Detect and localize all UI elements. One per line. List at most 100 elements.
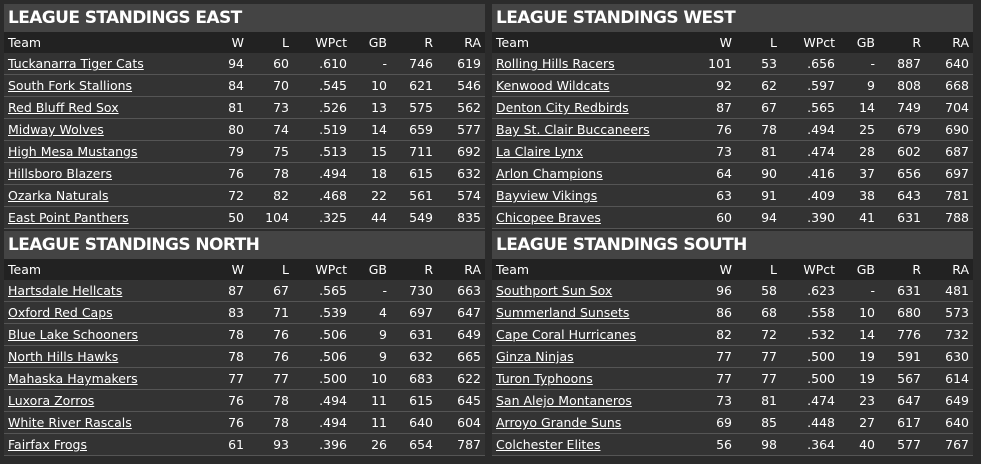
team-link[interactable]: La Claire Lynx	[496, 144, 583, 159]
team-link[interactable]: Rolling Hills Racers	[496, 56, 615, 71]
standings-panel-north: LEAGUE STANDINGS NORTH Team W L WPct GB R RA Har…	[4, 231, 485, 456]
team-link[interactable]: Arlon Champions	[496, 166, 603, 181]
cell-runs: 680	[879, 301, 925, 324]
column-header-runs-allowed: RA	[437, 259, 485, 280]
panel-title: LEAGUE STANDINGS WEST	[492, 4, 973, 32]
table-row: Rolling Hills Racers 101 53.656-887 640	[492, 53, 973, 75]
cell-runs: 577	[879, 433, 925, 456]
team-link[interactable]: Chicopee Braves	[496, 210, 601, 225]
table-row: Colchester Elites 56 98.364 40 577 767	[492, 433, 973, 456]
standings-panel-west: LEAGUE STANDINGS WEST Team W L WPct GB R RA Roll…	[492, 4, 973, 229]
team-link[interactable]: East Point Panthers	[8, 210, 129, 225]
cell-runs-allowed: 767	[925, 433, 973, 456]
team-link[interactable]: Denton City Redbirds	[496, 100, 629, 115]
table-row: Ginza Ninjas 77 77.500 19 591 630	[492, 345, 973, 368]
table-row: North Hills Hawks 78 76.506 9 632 665	[4, 345, 485, 368]
cell-wins: 83	[206, 301, 248, 324]
cell-games-back: 28	[839, 140, 879, 163]
cell-runs-allowed: 665	[437, 345, 485, 368]
team-link[interactable]: Tuckanarra Tiger Cats	[8, 56, 144, 71]
table-row: White River Rascals 76 78.494 11 640 604	[4, 411, 485, 434]
table-row: Blue Lake Schooners 78 76.506 9 631 649	[4, 323, 485, 346]
column-header-games-back: GB	[351, 259, 391, 280]
team-link[interactable]: Cape Coral Hurricanes	[496, 327, 637, 342]
team-link[interactable]: Midway Wolves	[8, 122, 104, 137]
table-row: Red Bluff Red Sox 81 73.526 13 575 562	[4, 96, 485, 119]
cell-win-pct: .519	[293, 118, 351, 141]
cell-runs: 631	[879, 280, 925, 302]
cell-team: Tuckanarra Tiger Cats	[4, 53, 206, 75]
team-link[interactable]: Bayview Vikings	[496, 188, 598, 203]
cell-losses: 90	[736, 162, 781, 185]
team-link[interactable]: South Fork Stallions	[8, 78, 133, 93]
cell-win-pct: .396	[293, 433, 351, 456]
team-link[interactable]: Summerland Sunsets	[496, 305, 630, 320]
column-header-losses: L	[248, 32, 293, 53]
cell-games-back: 11	[351, 389, 391, 412]
table-row: Bay St. Clair Buccaneers 76 78.494 25 679 690	[492, 118, 973, 141]
cell-losses: 75	[248, 140, 293, 163]
column-header-runs-allowed: RA	[925, 259, 973, 280]
cell-win-pct: .494	[293, 411, 351, 434]
team-link[interactable]: Ginza Ninjas	[496, 349, 574, 364]
team-link[interactable]: Arroyo Grande Suns	[496, 415, 622, 430]
column-header-team: Team	[4, 259, 206, 280]
cell-team: Chicopee Braves	[492, 206, 694, 229]
team-link[interactable]: Red Bluff Red Sox	[8, 100, 119, 115]
cell-wins: 78	[206, 323, 248, 346]
column-header-win-pct: WPct	[781, 259, 839, 280]
table-row: East Point Panthers 50 104.325 44 549 835	[4, 206, 485, 229]
team-link[interactable]: North Hills Hawks	[8, 349, 119, 364]
cell-win-pct: .494	[293, 162, 351, 185]
team-link[interactable]: High Mesa Mustangs	[8, 144, 138, 159]
cell-wins: 77	[694, 345, 736, 368]
cell-win-pct: .506	[293, 323, 351, 346]
header-row: Team W L WPct GB R RA	[492, 32, 973, 53]
cell-runs: 730	[391, 280, 437, 302]
team-link[interactable]: Mahaska Haymakers	[8, 371, 138, 386]
cell-runs: 887	[879, 53, 925, 75]
team-link[interactable]: San Alejo Montaneros	[496, 393, 632, 408]
cell-games-back: 19	[839, 345, 879, 368]
cell-runs: 679	[879, 118, 925, 141]
team-link[interactable]: Luxora Zorros	[8, 393, 95, 408]
cell-team: San Alejo Montaneros	[492, 389, 694, 412]
team-link[interactable]: Hartsdale Hellcats	[8, 283, 123, 298]
standings-panel-south: LEAGUE STANDINGS SOUTH Team W L WPct GB R RA Sou…	[492, 231, 973, 456]
cell-runs: 567	[879, 367, 925, 390]
table-row: Arroyo Grande Suns 69 85.448 27 617 640	[492, 411, 973, 434]
cell-wins: 86	[694, 301, 736, 324]
cell-team: Blue Lake Schooners	[4, 323, 206, 346]
team-link[interactable]: Bay St. Clair Buccaneers	[496, 122, 650, 137]
cell-wins: 94	[206, 53, 248, 75]
team-link[interactable]: Ozarka Naturals	[8, 188, 109, 203]
cell-wins: 56	[694, 433, 736, 456]
cell-team: Oxford Red Caps	[4, 301, 206, 324]
table-row: South Fork Stallions 84 70.545 10 621 546	[4, 74, 485, 97]
cell-runs-allowed: 697	[925, 162, 973, 185]
cell-runs-allowed: 546	[437, 74, 485, 97]
team-link[interactable]: Blue Lake Schooners	[8, 327, 139, 342]
column-header-runs-allowed: RA	[925, 32, 973, 53]
team-link[interactable]: Colchester Elites	[496, 437, 601, 452]
team-link[interactable]: Oxford Red Caps	[8, 305, 113, 320]
team-link[interactable]: Turon Typhoons	[496, 371, 593, 386]
team-link[interactable]: Hillsboro Blazers	[8, 166, 113, 181]
column-header-runs-allowed: RA	[437, 32, 485, 53]
table-row: Mahaska Haymakers 77 77.500 10 683 622	[4, 367, 485, 390]
cell-games-back: 23	[839, 389, 879, 412]
cell-team: White River Rascals	[4, 411, 206, 434]
cell-runs: 776	[879, 323, 925, 346]
column-header-runs: R	[391, 259, 437, 280]
team-link[interactable]: Southport Sun Sox	[496, 283, 613, 298]
column-header-games-back: GB	[839, 32, 879, 53]
cell-runs: 631	[391, 323, 437, 346]
cell-win-pct: .558	[781, 301, 839, 324]
cell-runs-allowed: 562	[437, 96, 485, 119]
team-link[interactable]: White River Rascals	[8, 415, 132, 430]
cell-team: Ozarka Naturals	[4, 184, 206, 207]
cell-games-back: 10	[839, 301, 879, 324]
team-link[interactable]: Kenwood Wildcats	[496, 78, 610, 93]
team-link[interactable]: Fairfax Frogs	[8, 437, 87, 452]
table-row: Southport Sun Sox 96 58.623-631 481	[492, 280, 973, 302]
